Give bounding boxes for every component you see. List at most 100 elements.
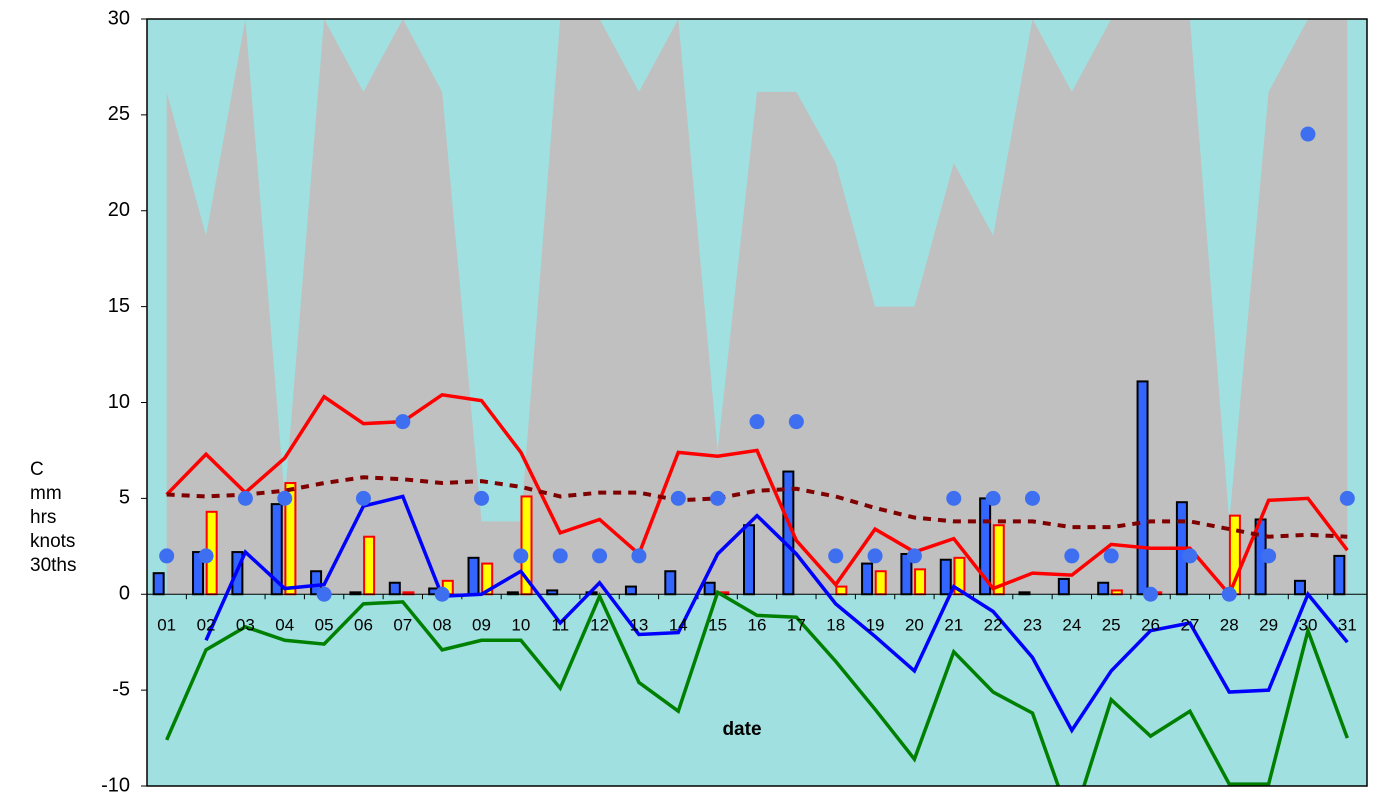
bar <box>743 524 755 596</box>
y-tick-label: 25 <box>108 103 130 125</box>
y-axis-label-line: knots <box>30 531 75 552</box>
y-tick-label: 0 <box>119 583 130 605</box>
y-tick-label: 30 <box>108 7 130 29</box>
dot <box>1143 586 1159 602</box>
dot <box>237 490 253 506</box>
x-tick-label: 07 <box>393 616 412 635</box>
dot <box>316 586 332 602</box>
bar <box>1097 581 1110 596</box>
line <box>165 392 1349 598</box>
y-axis-label-line: C <box>30 459 44 480</box>
dot <box>828 548 844 564</box>
dot <box>513 548 529 564</box>
x-tick-label: 30 <box>1299 616 1318 635</box>
dot <box>1221 586 1237 602</box>
bar <box>939 558 952 596</box>
x-tick-label: 29 <box>1259 616 1278 635</box>
bar <box>914 568 927 596</box>
dot <box>985 490 1001 506</box>
dot <box>749 414 765 430</box>
dot <box>670 490 686 506</box>
dot <box>1064 548 1080 564</box>
area <box>166 19 1348 595</box>
y-tick-label: -5 <box>112 678 130 700</box>
x-tick-label: 02 <box>197 616 216 635</box>
x-tick-label: 08 <box>433 616 452 635</box>
dot <box>198 548 214 564</box>
dot <box>474 490 490 506</box>
x-tick-label: 31 <box>1338 616 1357 635</box>
y-axis-label: Cmm hrs knots 30ths <box>30 459 76 576</box>
dot <box>631 548 647 564</box>
dot <box>1182 548 1198 564</box>
bar <box>1110 589 1123 596</box>
y-tick-label: -10 <box>101 774 130 796</box>
x-tick-label: 05 <box>315 616 334 635</box>
x-tick-label: 20 <box>905 616 924 635</box>
x-tick-label: 23 <box>1023 616 1042 635</box>
line <box>166 475 1348 539</box>
x-tick-label: 12 <box>590 616 609 635</box>
bar <box>1057 577 1070 596</box>
x-tick-label: 19 <box>866 616 885 635</box>
x-tick-label: 22 <box>984 616 1003 635</box>
bar <box>388 581 401 596</box>
dot <box>710 490 726 506</box>
x-tick-label: 26 <box>1141 616 1160 635</box>
x-tick-label: 28 <box>1220 616 1239 635</box>
bar <box>703 581 716 596</box>
y-axis-label-line: hrs <box>30 507 56 528</box>
bar <box>1136 380 1149 596</box>
y-tick-label: 5 <box>119 487 130 509</box>
dot <box>867 548 883 564</box>
x-tick-label: 09 <box>472 616 491 635</box>
dot <box>1103 548 1119 564</box>
dot <box>1024 490 1040 506</box>
bar <box>835 585 848 596</box>
x-axis-label: date <box>722 719 761 740</box>
x-tick-label: 14 <box>669 616 688 635</box>
x-tick-label: 24 <box>1062 616 1081 635</box>
dot <box>434 586 450 602</box>
dot <box>946 490 962 506</box>
dot <box>788 414 804 430</box>
overlay: 01 02 03 04 05 06 07 08 09 10 11 12 13 14 15 16 17 18 19 20… <box>157 616 1357 635</box>
x-tick-label: 21 <box>944 616 963 635</box>
y-tick-label: 20 <box>108 199 130 221</box>
bar <box>1333 554 1346 596</box>
x-tick-label: 13 <box>629 616 648 635</box>
y-axis-label-line: mm <box>30 483 62 504</box>
bar <box>363 535 376 596</box>
x-tick-label: 11 <box>551 616 569 635</box>
bar <box>624 585 637 596</box>
dot <box>1261 548 1277 564</box>
bar <box>467 556 480 596</box>
dot <box>395 414 411 430</box>
y-tick-label: 10 <box>108 391 130 413</box>
x-tick-label: 15 <box>708 616 727 635</box>
y-axis-label-line: 30ths <box>30 555 76 576</box>
dot <box>1339 490 1355 506</box>
bar <box>546 589 559 596</box>
x-tick-label: 01 <box>157 616 176 635</box>
line <box>204 494 1349 734</box>
dot <box>277 490 293 506</box>
dot <box>159 548 175 564</box>
x-tick-label: 04 <box>275 616 294 635</box>
x-tick-label: 06 <box>354 616 373 635</box>
x-tick-label: 27 <box>1180 616 1199 635</box>
bar <box>861 562 874 596</box>
x-tick-label: 03 <box>236 616 255 635</box>
dot <box>906 548 922 564</box>
x-tick-label: 10 <box>511 616 530 635</box>
bar <box>152 572 165 596</box>
dot <box>355 490 371 506</box>
dot <box>592 548 608 564</box>
x-tick-label: 17 <box>787 616 806 635</box>
x-tick-label: 18 <box>826 616 845 635</box>
x-tick-label: 25 <box>1102 616 1121 635</box>
bar <box>1293 579 1306 596</box>
plot-area <box>147 19 1367 786</box>
bar <box>874 570 887 596</box>
